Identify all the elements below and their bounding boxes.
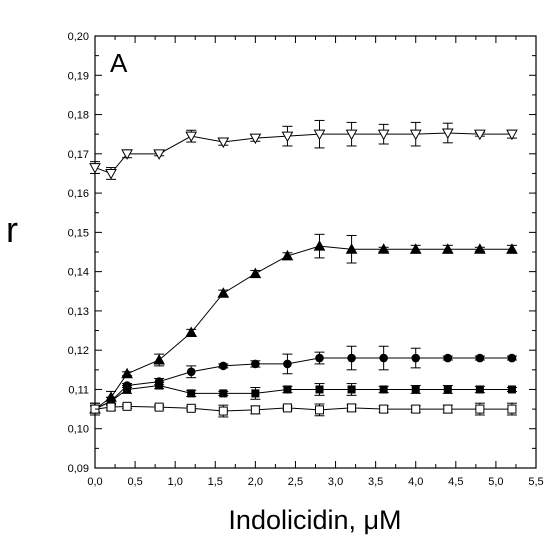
x-tick-label: 4,0 xyxy=(408,476,423,488)
data-point xyxy=(185,326,198,338)
data-point xyxy=(218,406,228,416)
data-point xyxy=(313,240,326,251)
y-tick-label: 0,20 xyxy=(68,31,89,43)
data-point xyxy=(122,401,132,411)
data-point xyxy=(89,163,101,174)
data-point xyxy=(218,361,228,371)
data-point xyxy=(507,385,516,394)
data-point xyxy=(313,129,326,141)
data-point xyxy=(411,404,421,414)
data-point xyxy=(250,405,260,415)
data-point xyxy=(379,353,388,363)
data-point xyxy=(153,149,165,160)
data-point xyxy=(441,128,454,140)
data-point xyxy=(155,381,164,390)
data-point xyxy=(409,129,422,141)
data-point xyxy=(507,404,517,414)
data-point xyxy=(411,353,421,363)
data-point xyxy=(249,133,262,145)
data-point xyxy=(409,243,422,254)
y-tick-label: 0,09 xyxy=(68,463,89,475)
data-point xyxy=(315,353,324,363)
data-point xyxy=(443,353,453,363)
y-tick-label: 0,18 xyxy=(68,110,89,122)
data-point xyxy=(474,243,486,254)
x-tick-label: 5,5 xyxy=(528,476,543,488)
data-point xyxy=(283,385,292,394)
x-tick-label: 4,5 xyxy=(448,476,463,488)
data-point xyxy=(345,129,358,141)
data-point xyxy=(315,385,324,394)
data-point xyxy=(281,131,294,143)
x-tick-label: 1,5 xyxy=(208,476,223,488)
data-point xyxy=(507,353,517,363)
data-point xyxy=(377,243,390,254)
data-point xyxy=(283,359,292,369)
data-point xyxy=(251,389,260,398)
data-point xyxy=(377,129,390,141)
data-point xyxy=(443,385,452,394)
data-point xyxy=(441,243,454,254)
y-tick-label: 0,15 xyxy=(68,227,89,239)
data-point xyxy=(475,404,485,414)
x-tick-label: 3,5 xyxy=(368,476,383,488)
data-point xyxy=(123,385,132,394)
y-tick-label: 0,12 xyxy=(68,345,89,357)
data-point xyxy=(411,385,420,394)
data-point xyxy=(121,367,133,379)
y-tick-label: 0,13 xyxy=(68,306,89,318)
data-point xyxy=(105,168,117,180)
y-tick-label: 0,14 xyxy=(68,267,89,279)
panel-label: A xyxy=(110,48,128,78)
data-point xyxy=(475,385,484,394)
data-point xyxy=(153,353,165,365)
data-point xyxy=(217,287,230,298)
data-point xyxy=(506,243,518,254)
data-point xyxy=(186,403,196,413)
data-point xyxy=(219,389,228,398)
data-point xyxy=(251,359,260,369)
x-tick-label: 0,5 xyxy=(127,476,142,488)
data-point xyxy=(185,131,198,143)
data-point xyxy=(217,137,230,149)
y-tick-label: 0,11 xyxy=(68,384,89,396)
data-point xyxy=(474,129,486,141)
y-tick-label: 0,17 xyxy=(68,149,89,161)
data-point xyxy=(506,129,518,141)
data-point xyxy=(347,403,357,413)
x-tick-label: 0,0 xyxy=(87,476,102,488)
y-axis-label: r xyxy=(6,209,18,250)
x-tick-label: 3,0 xyxy=(328,476,343,488)
data-point xyxy=(121,149,133,160)
data-point xyxy=(282,403,292,413)
y-tick-label: 0,19 xyxy=(68,70,89,82)
data-point xyxy=(475,353,485,363)
data-point xyxy=(281,249,294,261)
data-point xyxy=(345,243,358,254)
x-tick-label: 2,0 xyxy=(248,476,263,488)
data-point xyxy=(107,397,116,406)
x-tick-label: 2,5 xyxy=(288,476,303,488)
data-point xyxy=(154,402,164,412)
data-point xyxy=(443,404,453,414)
data-point xyxy=(315,405,325,415)
data-point xyxy=(187,389,196,398)
data-point xyxy=(379,385,388,394)
axis-layer: 0,0 0,5 1,0 1,5 2,0 2,5 3,0 3,5 4,0 4,5 5,0 5,5 0,09… xyxy=(68,31,544,488)
x-axis-label: Indolicidin, μM xyxy=(228,505,401,535)
y-tick-label: 0,16 xyxy=(68,188,89,200)
x-tick-label: 5,0 xyxy=(488,476,503,488)
x-tick-label: 1,0 xyxy=(168,476,183,488)
data-point xyxy=(379,404,389,414)
data-point xyxy=(347,353,356,363)
data-point xyxy=(106,402,116,412)
plot-layer xyxy=(89,119,518,418)
data-point xyxy=(249,267,262,279)
data-point xyxy=(347,385,356,394)
data-point xyxy=(186,367,196,377)
y-tick-label: 0,10 xyxy=(68,424,89,436)
